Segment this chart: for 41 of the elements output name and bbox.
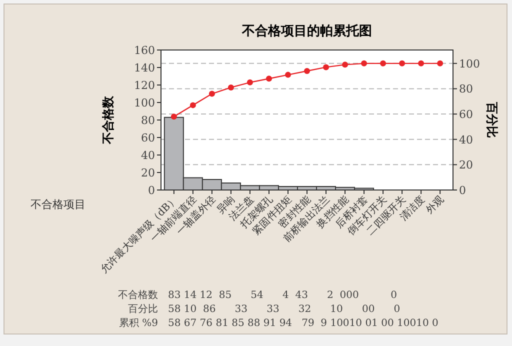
y2-tick-label: 100	[459, 57, 480, 70]
point	[380, 60, 386, 66]
y-tick-label: 100	[134, 96, 155, 110]
y-tick-label: 160	[134, 44, 155, 57]
y-tick-label: 80	[141, 114, 155, 127]
point	[170, 114, 177, 120]
point	[284, 72, 291, 78]
point	[266, 76, 272, 82]
point	[208, 90, 215, 97]
point	[190, 102, 196, 108]
x-tick-label: 外观	[424, 194, 446, 216]
x-axis-title: 不合格项目	[30, 198, 86, 211]
chart-title: 不合格项目的帕累托图	[241, 23, 372, 39]
y2-tick-label: 40	[459, 133, 473, 146]
y-tick-label: 40	[141, 149, 155, 162]
text: 累积 %9	[118, 318, 158, 329]
point	[399, 60, 406, 66]
text: 58 67 76 81 85 88 91 94 79 9 10010 01 00 10010 0	[168, 318, 438, 329]
y2-tick-label: 60	[459, 108, 473, 122]
y-tick-label: 0	[148, 184, 155, 197]
point	[323, 64, 330, 70]
point	[342, 62, 348, 68]
y2-tick-label: 80	[459, 82, 473, 96]
y-tick-label: 140	[134, 62, 155, 74]
point	[437, 60, 444, 66]
point	[418, 60, 424, 66]
text: 58 10 86 33 33 32 10 00 0	[168, 304, 400, 315]
point	[361, 60, 368, 66]
y2-tick-label: 20	[459, 158, 473, 172]
text: 百分比	[128, 303, 158, 315]
point	[246, 79, 253, 86]
point	[228, 84, 234, 90]
text: 不合格数	[118, 289, 158, 301]
y-tick-label: 60	[141, 132, 155, 144]
point	[304, 68, 310, 74]
y-tick-label: 120	[134, 79, 155, 92]
text: 83 14 12 85 54 4 43 2 000 0	[168, 290, 397, 301]
y-tick-label: 20	[141, 166, 155, 180]
y-axis-title: 不合格数	[101, 95, 115, 145]
y2-tick-label: 0	[459, 184, 466, 197]
y2-axis-title: 百分比	[485, 101, 499, 138]
